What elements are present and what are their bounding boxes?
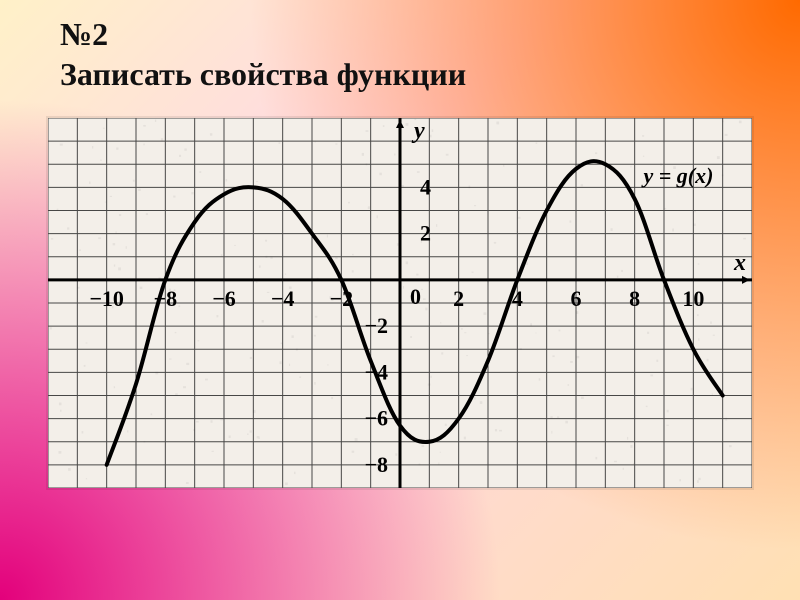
heading-line2: Записать свойства функции [60,54,760,94]
svg-text:−8: −8 [364,452,388,477]
svg-text:x: x [733,250,746,276]
slide: №2 Записать свойства функции −10 −8 −6 −4 −2… [0,0,800,600]
svg-text:6: 6 [571,286,582,311]
heading-line1: №2 [60,14,760,54]
svg-text:y = g(x): y = g(x) [640,163,713,188]
svg-text:4: 4 [420,174,431,199]
svg-text:10: 10 [682,286,704,311]
task-heading: №2 Записать свойства функции [60,14,760,94]
svg-text:2: 2 [420,221,431,246]
svg-text:8: 8 [629,286,640,311]
svg-text:−2: −2 [364,313,388,338]
svg-text:y: y [411,118,425,144]
svg-text:−4: −4 [271,286,295,311]
svg-text:2: 2 [453,286,464,311]
svg-text:−6: −6 [212,286,236,311]
svg-text:0: 0 [410,284,421,309]
svg-text:−10: −10 [89,286,124,311]
function-chart: −10−8−6−4−224681042−2−4−6−80yxy = g(x) [48,118,752,488]
svg-text:−6: −6 [364,406,388,431]
